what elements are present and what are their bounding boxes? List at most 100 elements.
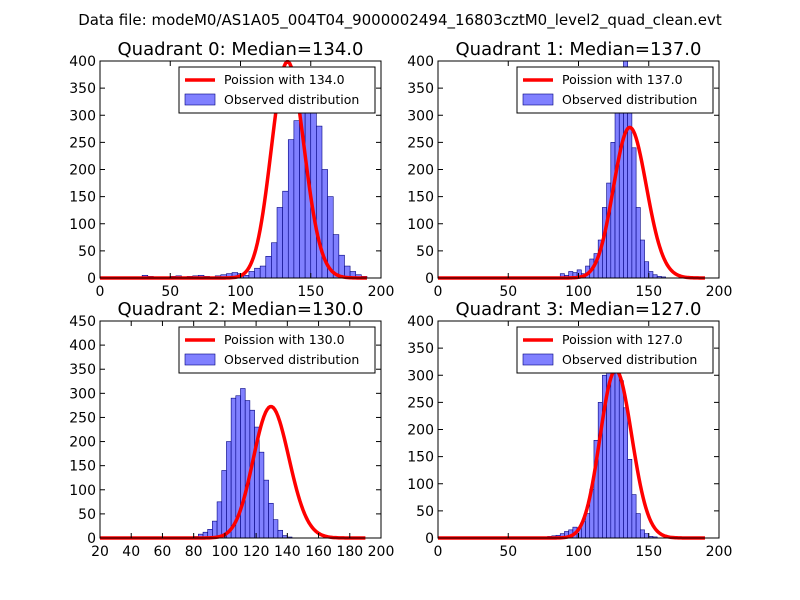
histogram-bar: [258, 451, 265, 539]
histogram-bar: [268, 502, 274, 539]
histogram-bar: [293, 120, 300, 279]
histogram-bar: [216, 501, 223, 539]
histogram-bar: [640, 239, 645, 279]
y-tick-label: 0: [87, 531, 96, 547]
histogram-bar: [212, 520, 218, 539]
x-tick-label: 0: [434, 284, 443, 300]
histogram-bar: [631, 147, 637, 279]
y-tick-label: 100: [407, 217, 434, 233]
legend-box: [516, 66, 714, 114]
legend-bar-swatch: [522, 93, 554, 106]
histogram-bars: [555, 60, 666, 279]
legend: Poission with 137.0 Observed distribution: [516, 66, 714, 114]
y-tick-label: 300: [407, 368, 434, 384]
poisson-curve: [437, 125, 706, 280]
histogram-bar: [635, 513, 641, 539]
histogram-bar: [240, 388, 246, 539]
y-tick-label: 200: [69, 435, 96, 451]
histogram-bar: [644, 533, 650, 539]
histogram-bar: [263, 479, 269, 539]
legend-box: [516, 326, 714, 374]
y-tick-label: 200: [69, 163, 96, 179]
x-tick-label: 50: [499, 544, 517, 560]
x-tick-label: 160: [305, 544, 332, 560]
x-tick-label: 0: [434, 544, 443, 560]
y-tick-label: 300: [69, 108, 96, 124]
y-tick-label: 50: [416, 244, 434, 260]
histogram-bar: [614, 350, 620, 539]
histogram-bar: [614, 112, 620, 279]
x-tick-label: 200: [368, 284, 395, 300]
legend-box: [178, 326, 376, 374]
y-tick-label: 150: [407, 450, 434, 466]
legend-label-observed: Observed distribution: [224, 92, 359, 107]
y-tick-label: 350: [407, 341, 434, 357]
panel-title: Quadrant 0: Median=134.0: [118, 39, 364, 60]
panel-quadrant-1: Quadrant 1: Median=137.0 0 50 100 150 200 0 50 1…: [407, 39, 732, 300]
histogram-bar: [648, 271, 654, 279]
histogram-bar: [271, 242, 278, 279]
histogram-bar: [640, 529, 645, 539]
x-tick-label: 0: [96, 284, 105, 300]
histogram-bar: [272, 519, 279, 539]
histogram-bars: [547, 328, 658, 539]
legend-label-poisson: Poission with 134.0: [224, 72, 345, 87]
y-tick-label: 100: [69, 217, 96, 233]
y-tick-label: 350: [407, 81, 434, 97]
panel-title: Quadrant 1: Median=137.0: [456, 39, 702, 60]
legend-label-poisson: Poission with 127.0: [562, 332, 683, 347]
poisson-curve: [437, 368, 706, 540]
y-tick-label: 400: [69, 338, 96, 354]
legend-label-observed: Observed distribution: [562, 92, 697, 107]
y-tick-label: 350: [69, 81, 96, 97]
histogram-bar: [627, 459, 633, 539]
legend: Poission with 127.0 Observed distribution: [516, 326, 714, 374]
y-tick-label: 200: [407, 163, 434, 179]
histogram-bar: [610, 142, 616, 279]
legend: Poission with 134.0 Observed distribution: [178, 66, 376, 114]
x-tick-label: 150: [635, 284, 662, 300]
histogram-bar: [644, 261, 650, 279]
y-tick-label: 200: [407, 423, 434, 439]
y-tick-label: 0: [87, 271, 96, 287]
x-tick-label: 150: [635, 544, 662, 560]
y-tick-label: 300: [69, 386, 96, 402]
histogram-bar: [276, 207, 283, 279]
x-tick-label: 180: [336, 544, 363, 560]
panel-title: Quadrant 3: Median=127.0: [456, 299, 702, 320]
y-tick-label: 250: [407, 135, 434, 151]
histogram-bar: [259, 265, 267, 279]
y-tick-label: 150: [407, 190, 434, 206]
histogram-bar: [282, 190, 289, 279]
x-tick-label: 200: [368, 544, 395, 560]
x-tick-label: 150: [297, 284, 324, 300]
legend-box: [178, 66, 376, 114]
histogram-bar: [631, 494, 637, 539]
legend-label-observed: Observed distribution: [224, 352, 359, 367]
x-tick-label: 200: [706, 544, 733, 560]
histogram-bar: [277, 529, 283, 539]
histogram-bar: [265, 255, 272, 279]
y-tick-label: 400: [407, 54, 434, 70]
x-tick-label: 140: [274, 544, 301, 560]
x-tick-label: 120: [243, 544, 270, 560]
y-tick-label: 400: [407, 314, 434, 330]
histogram-bars: [193, 388, 293, 539]
legend-bar-swatch: [184, 353, 216, 366]
panel-quadrant-2: Quadrant 2: Median=130.020 40 60 80 100 120 14…: [69, 299, 394, 560]
histogram-bar: [316, 125, 323, 279]
histogram-bar: [623, 407, 628, 539]
y-tick-label: 250: [407, 395, 434, 411]
y-tick-label: 100: [407, 477, 434, 493]
histogram-bar: [226, 441, 232, 539]
y-tick-label: 50: [78, 507, 96, 523]
y-tick-label: 350: [69, 362, 96, 378]
y-tick-label: 450: [69, 314, 96, 330]
y-tick-label: 400: [69, 54, 96, 70]
histogram-bar: [244, 400, 251, 539]
legend: Poission with 130.0 Observed distribution: [178, 326, 376, 374]
y-tick-label: 250: [69, 410, 96, 426]
y-tick-label: 300: [407, 108, 434, 124]
x-tick-label: 100: [212, 544, 239, 560]
